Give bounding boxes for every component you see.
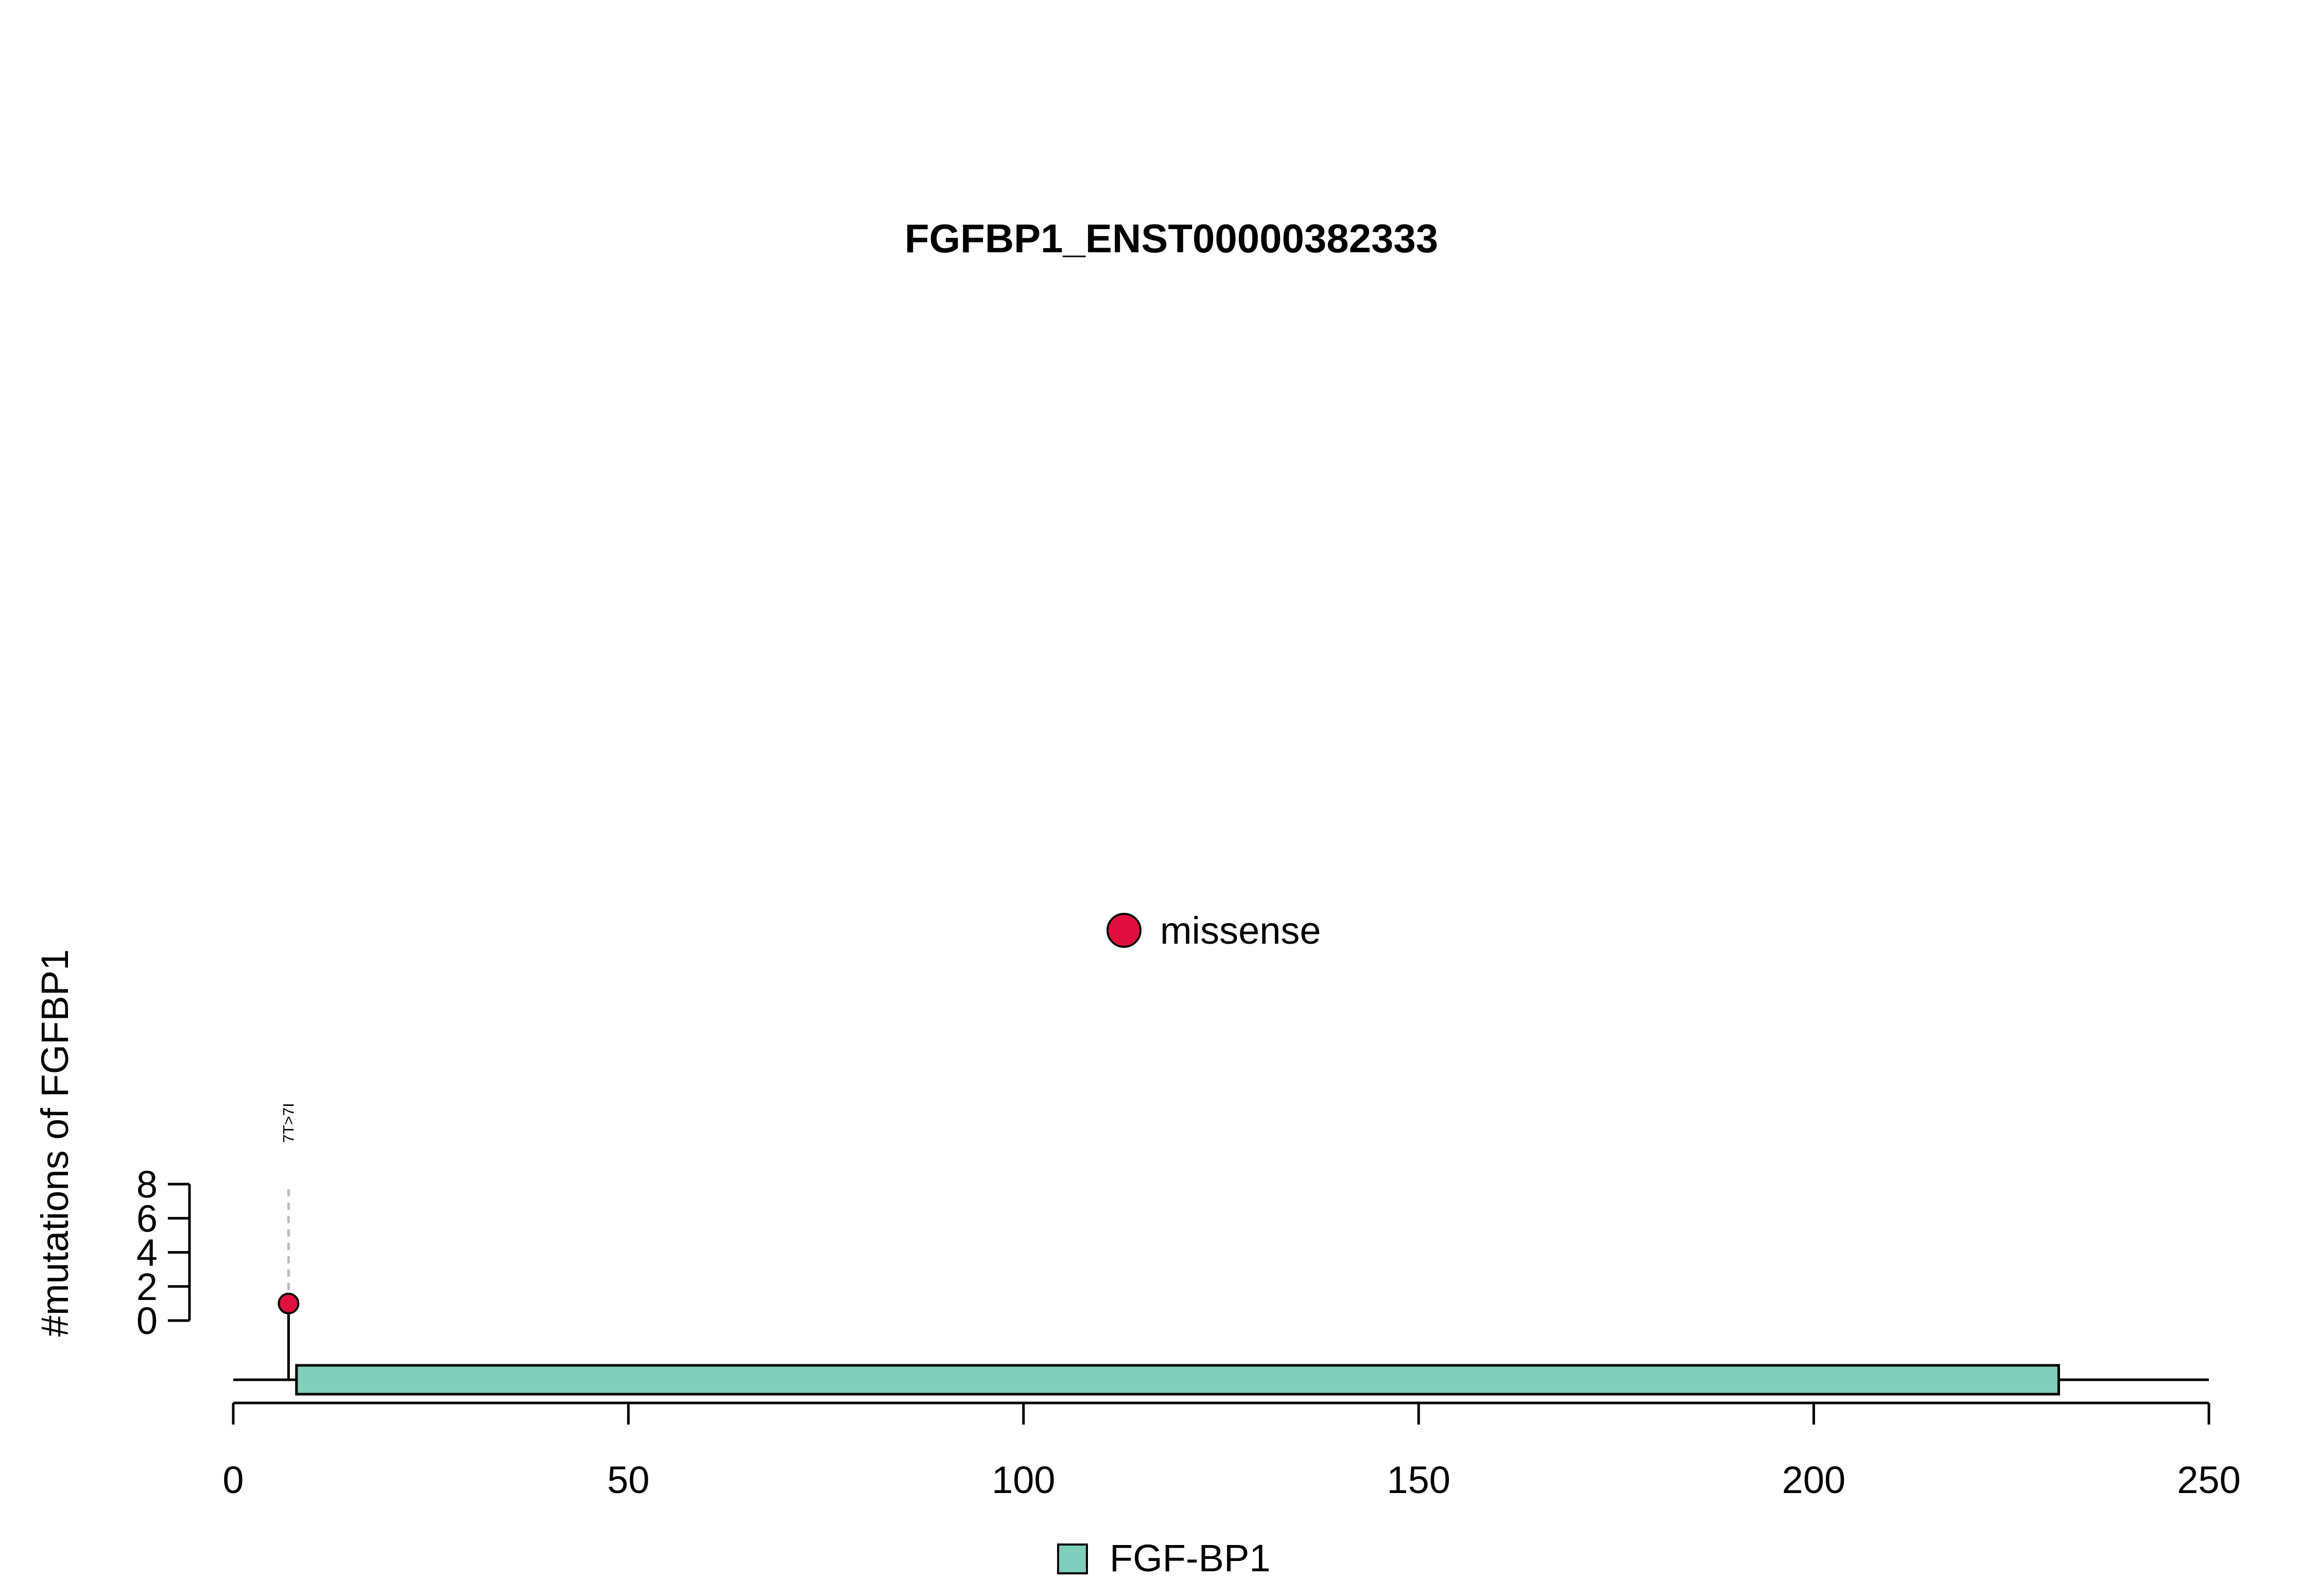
legend-swatch-0 bbox=[1057, 1543, 1088, 1574]
y-tick-label-2: 2 bbox=[136, 1265, 158, 1308]
y-tick-label-8: 8 bbox=[136, 1163, 158, 1206]
x-tick-label-150: 150 bbox=[1387, 1459, 1450, 1501]
x-tick-label-250: 250 bbox=[2177, 1459, 2240, 1501]
x-tick-label-50: 50 bbox=[607, 1459, 649, 1501]
legend-domain-label-0: FGF-BP1 bbox=[1110, 1537, 1270, 1580]
x-tick-label-0: 0 bbox=[222, 1459, 244, 1501]
mutation-point-0 bbox=[278, 1292, 300, 1314]
legend-marker-missense bbox=[1106, 913, 1142, 948]
legend-label-missense: missense bbox=[1160, 909, 1321, 952]
x-tick-label-100: 100 bbox=[992, 1459, 1055, 1501]
y-axis-label: #mutations of FGFBP1 bbox=[33, 949, 76, 1337]
mutation-lollipops: 7T>7I bbox=[278, 1103, 300, 1380]
y-tick-label-4: 4 bbox=[136, 1231, 158, 1274]
x-axis: 0 50 100 150 200 250 bbox=[222, 1401, 2241, 1501]
y-tick-label-0: 0 bbox=[136, 1299, 158, 1342]
mutation-label-0: 7T>7I bbox=[280, 1103, 297, 1143]
chart-title: FGFBP1_ENST00000382333 bbox=[905, 216, 1438, 261]
domain-boxes bbox=[295, 1364, 2060, 1396]
y-tick-label-6: 6 bbox=[136, 1197, 158, 1240]
mutation-legend: missense bbox=[1106, 909, 1321, 952]
domain-legend: FGF-BP1 bbox=[1057, 1537, 1270, 1580]
domain-0 bbox=[295, 1364, 2060, 1396]
x-tick-label-200: 200 bbox=[1782, 1459, 1845, 1501]
